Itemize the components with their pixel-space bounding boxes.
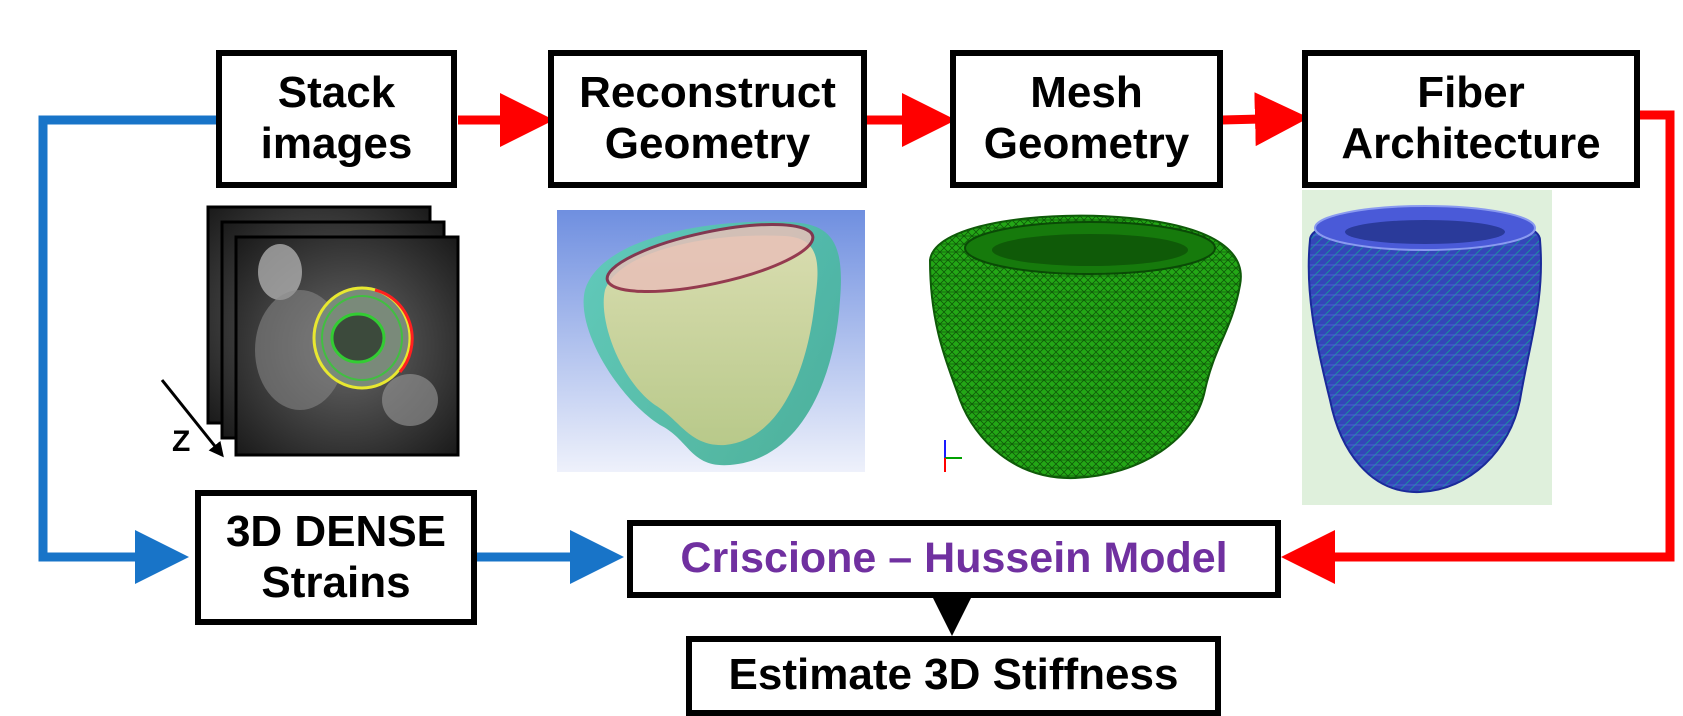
node-model: Criscione – Hussein Model	[627, 520, 1281, 598]
node-stack-images-line1: Stack	[277, 68, 396, 118]
z-axis-label: Z	[172, 425, 191, 458]
node-mesh-geometry: Mesh Geometry	[950, 50, 1223, 188]
node-mesh-geometry-line1: Mesh	[1030, 68, 1143, 118]
node-dense-strains-line2: Strains	[261, 557, 411, 607]
node-mesh-geometry-line2: Geometry	[983, 119, 1190, 168]
node-stack-images: Stack images	[216, 50, 457, 188]
reconstruct-geometry-image	[557, 210, 865, 472]
z-axis-indicator	[160, 379, 224, 458]
node-fiber-architecture-line2: Architecture	[1341, 119, 1601, 168]
fiber-architecture-image	[1302, 190, 1552, 505]
node-model-label: Criscione – Hussein Model	[680, 534, 1228, 583]
arrow-mesh-to-fiber	[1221, 92, 1309, 147]
mesh-geometry-image	[928, 214, 1242, 480]
arrow-stack-to-dense	[38, 115, 220, 584]
node-dense-strains: 3D DENSE Strains	[195, 490, 477, 625]
node-dense-strains-line1: 3D DENSE	[225, 506, 447, 556]
node-estimate-label: Estimate 3D Stiffness	[728, 650, 1179, 699]
axis-triad-icon	[944, 440, 962, 472]
node-stack-images-line2: images	[260, 119, 413, 168]
node-reconstruct-geometry-line2: Geometry	[604, 119, 811, 168]
node-fiber-architecture-line1: Fiber	[1417, 68, 1525, 118]
arrow-fiber-to-model	[1281, 110, 1675, 584]
node-estimate-stiffness: Estimate 3D Stiffness	[686, 636, 1221, 716]
node-reconstruct-geometry: Reconstruct Geometry	[548, 50, 867, 188]
node-reconstruct-geometry-line1: Reconstruct	[579, 68, 836, 118]
mri-stack-image	[206, 205, 460, 457]
node-fiber-architecture: Fiber Architecture	[1302, 50, 1640, 188]
